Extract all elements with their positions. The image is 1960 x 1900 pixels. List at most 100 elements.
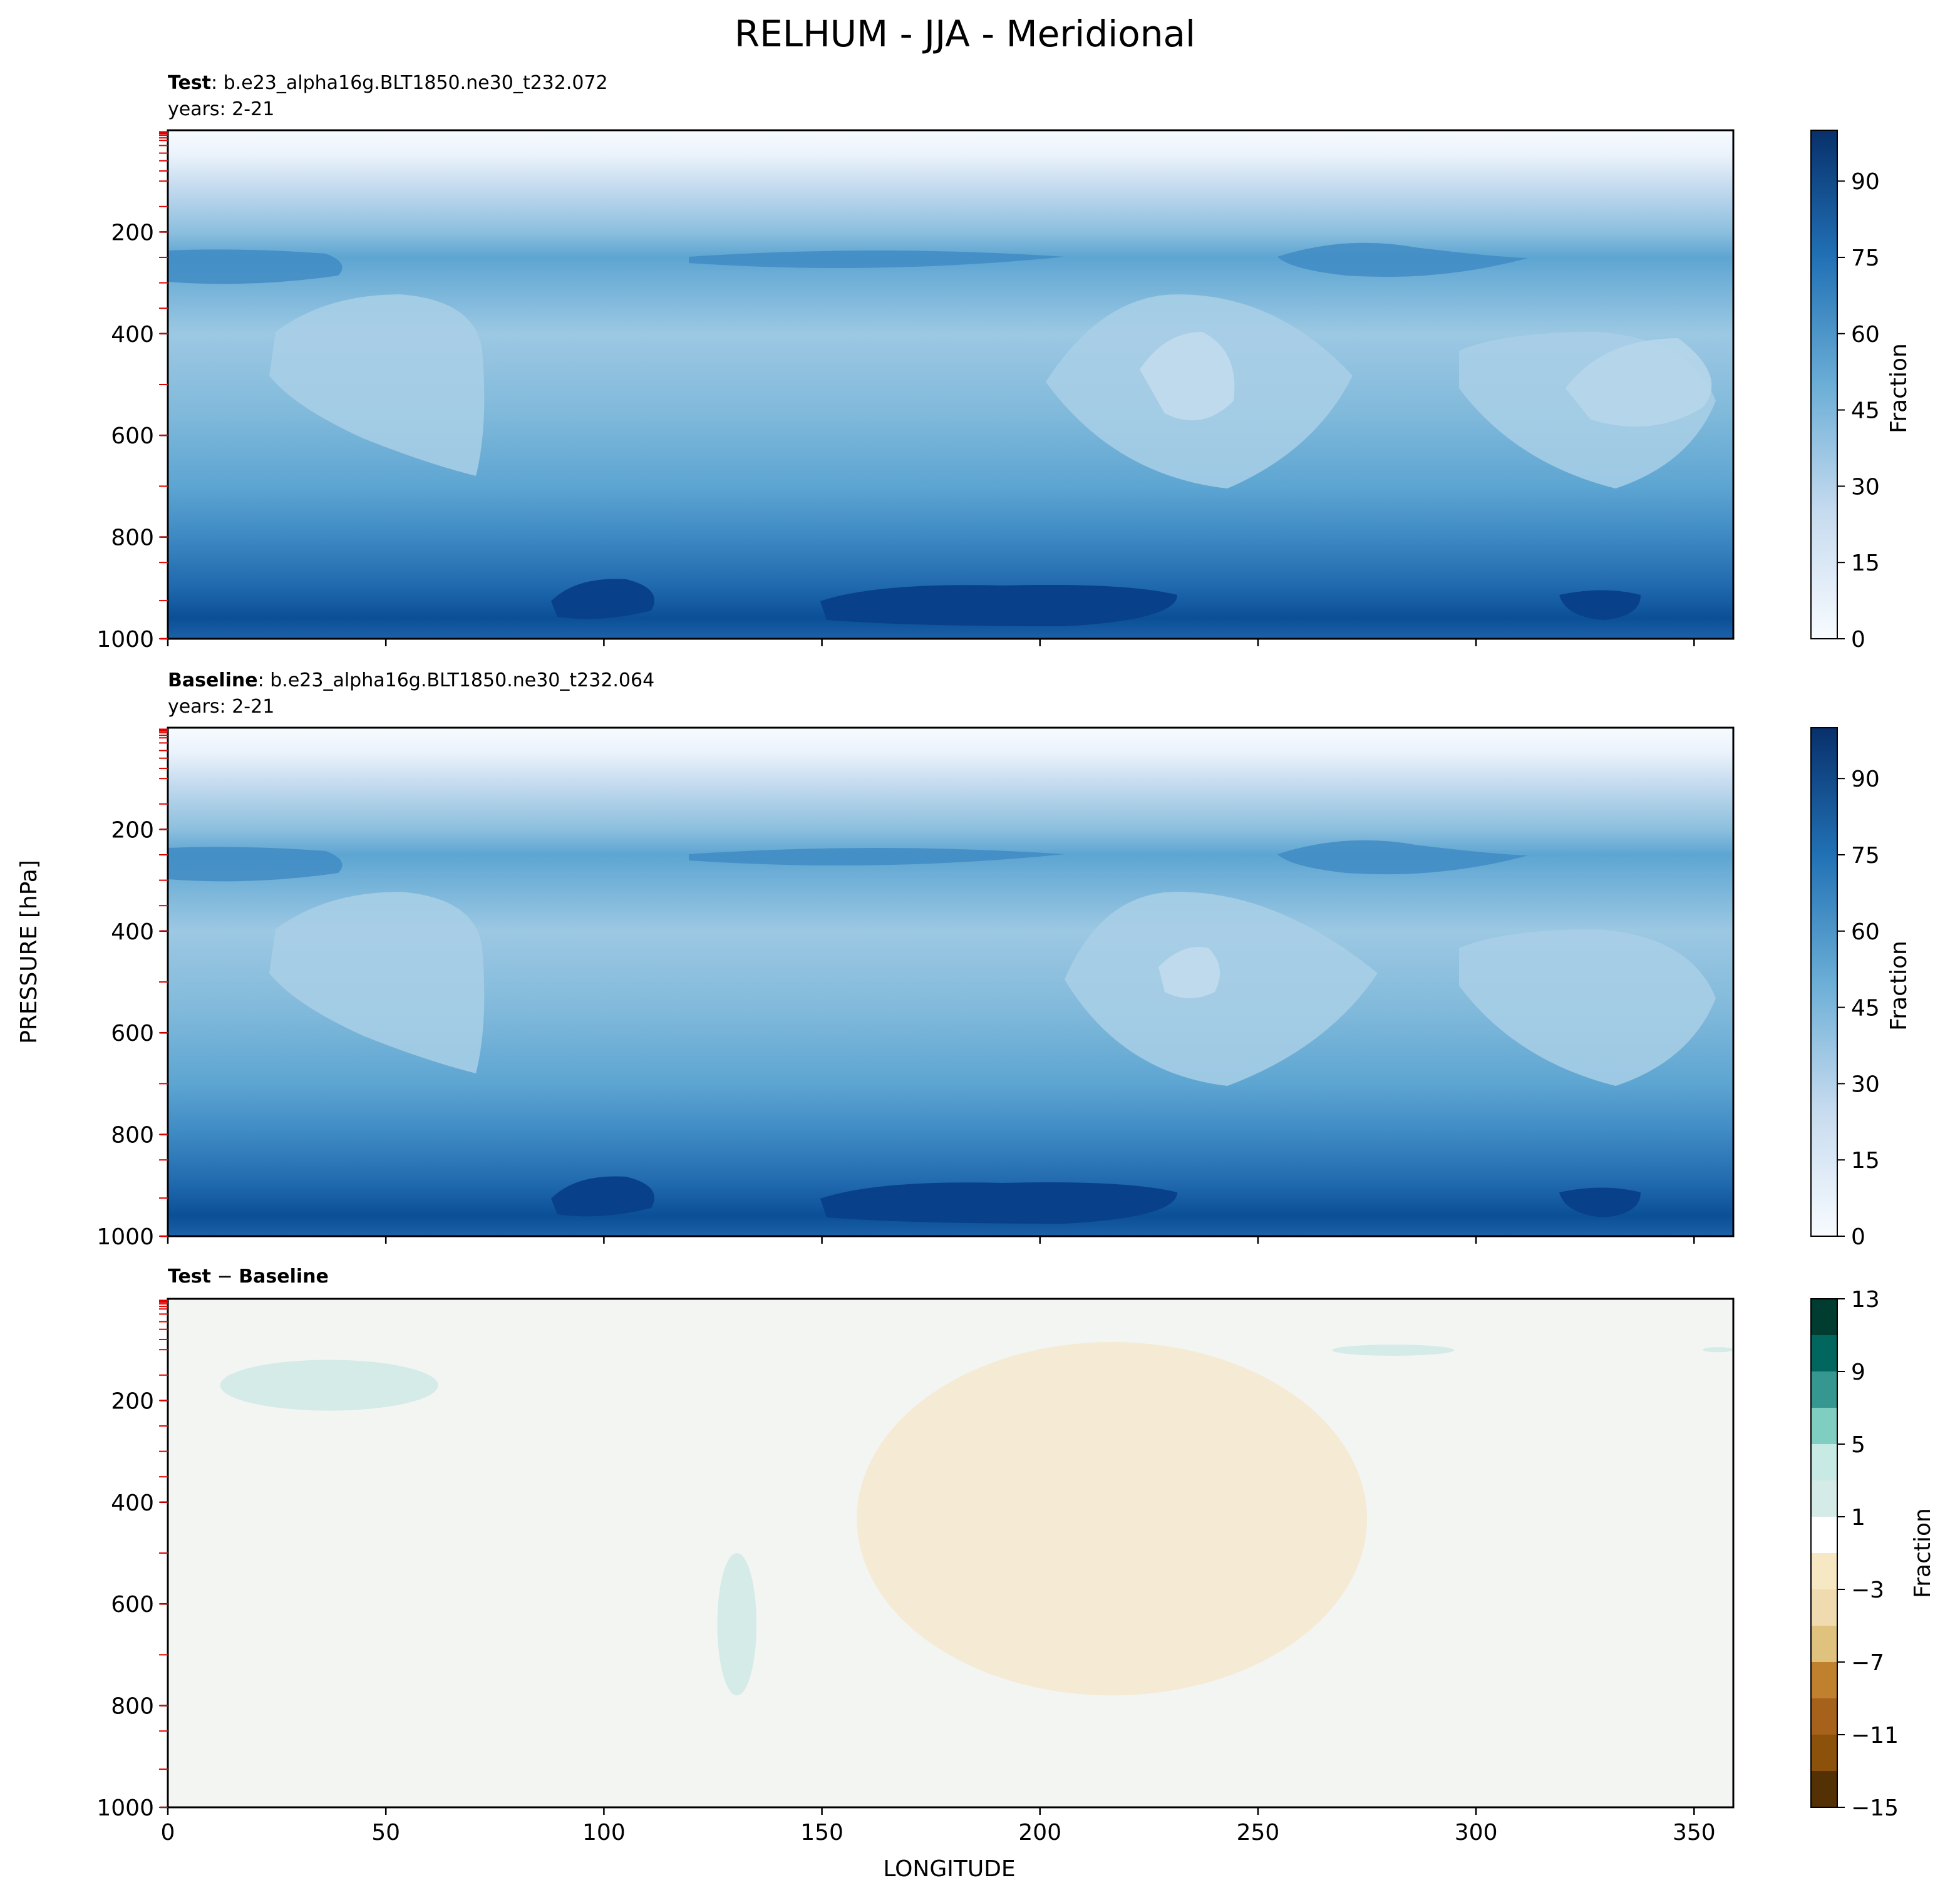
diff-colorbar-tick-label: 1 xyxy=(1851,1505,1865,1531)
diff-colorbar-bin xyxy=(1811,1662,1837,1699)
test-colorbar-tick-label: 60 xyxy=(1851,322,1880,348)
diff-colorbar-bin xyxy=(1811,1335,1837,1372)
diff-colorbar-tick-label: 9 xyxy=(1851,1360,1865,1385)
test-colorbar-ticks: 0 15 30 45 60 75 90 xyxy=(1837,169,1880,653)
diff-colorbar-bin xyxy=(1811,1589,1837,1626)
test-moist-band xyxy=(1277,242,1528,277)
baseline-moist-band xyxy=(1277,840,1528,875)
diff-y-tick-label: 600 xyxy=(111,1592,154,1618)
baseline-y-tick-label: 1000 xyxy=(96,1224,154,1250)
panel-test: Test: b.e23_alpha16g.BLT1850.ne30_t232.0… xyxy=(96,72,1912,653)
diff-region-positive xyxy=(1703,1347,1733,1353)
diff-region-positive xyxy=(717,1553,757,1696)
test-bl-max xyxy=(551,579,654,619)
panel-difference: Test − Baseline 200 400 600 800 1000 0 50 100 1… xyxy=(96,1266,1936,1846)
diff-x-tick-label: 0 xyxy=(161,1820,175,1846)
test-colorbar-tick-label: 0 xyxy=(1851,627,1865,653)
panel-diff-label-baseline: Baseline xyxy=(239,1266,329,1288)
baseline-dry-region xyxy=(1065,892,1378,1086)
test-y-tick-label: 200 xyxy=(111,220,154,245)
baseline-x-axis xyxy=(167,1236,1695,1244)
panel-test-label-bold: Test xyxy=(168,72,211,94)
panel-test-label: Test: b.e23_alpha16g.BLT1850.ne30_t232.0… xyxy=(168,72,608,94)
test-dry-region xyxy=(1565,338,1712,427)
y-axis-label: PRESSURE [hPa] xyxy=(16,860,42,1044)
baseline-dry-region xyxy=(269,892,485,1073)
baseline-colorbar-tick-label: 90 xyxy=(1851,767,1880,792)
baseline-colorbar-tick-label: 0 xyxy=(1851,1224,1865,1250)
diff-colorbar-tick-label: −15 xyxy=(1851,1795,1899,1821)
test-colorbar-tick-label: 90 xyxy=(1851,169,1880,195)
baseline-bl-max xyxy=(820,1182,1177,1224)
test-y-tick-label: 600 xyxy=(111,423,154,449)
diff-colorbar-tick-label: −7 xyxy=(1851,1650,1884,1676)
baseline-y-tick-label: 800 xyxy=(111,1123,154,1149)
diff-colorbar-bin xyxy=(1811,1735,1837,1772)
diff-x-tick-label: 100 xyxy=(582,1820,626,1846)
test-dry-region xyxy=(1140,332,1235,421)
test-y-axis: 200 400 600 800 1000 xyxy=(96,220,168,653)
diff-contour-regions xyxy=(220,1342,1733,1696)
baseline-moist-band xyxy=(168,847,343,882)
diff-x-tick-label: 250 xyxy=(1237,1820,1280,1846)
test-x-axis xyxy=(167,639,1695,646)
panel-test-years: years: 2-21 xyxy=(168,98,274,120)
diff-x-tick-label: 300 xyxy=(1455,1820,1498,1846)
baseline-y-tick-label: 200 xyxy=(111,817,154,843)
baseline-moist-band xyxy=(689,848,1065,865)
baseline-dry-region xyxy=(1158,947,1220,998)
test-bl-max xyxy=(820,585,1177,626)
baseline-colorbar-tick-label: 75 xyxy=(1851,843,1880,869)
diff-x-axis: 0 50 100 150 200 250 300 350 xyxy=(161,1807,1716,1846)
diff-colorbar xyxy=(1810,1298,1838,1808)
diff-colorbar-tick-label: −3 xyxy=(1851,1577,1884,1603)
test-moist-band xyxy=(168,249,343,284)
baseline-colorbar-tick-label: 30 xyxy=(1851,1071,1880,1097)
test-colorbar-label: Fraction xyxy=(1886,343,1912,433)
diff-y-tick-label: 1000 xyxy=(96,1795,154,1821)
diff-colorbar-bin xyxy=(1811,1517,1837,1554)
test-dry-region xyxy=(269,294,485,476)
test-y-tick-label: 400 xyxy=(111,322,154,348)
panel-diff-label-sep: − xyxy=(211,1266,239,1288)
baseline-colorbar xyxy=(1810,727,1838,1237)
diff-x-tick-label: 50 xyxy=(371,1820,400,1846)
diff-colorbar-bin xyxy=(1811,1371,1837,1408)
diff-colorbar-bin xyxy=(1811,1444,1837,1481)
diff-x-tick-label: 200 xyxy=(1018,1820,1061,1846)
diff-colorbar-bin xyxy=(1811,1408,1837,1445)
diff-y-axis: 200 400 600 800 1000 xyxy=(96,1388,168,1821)
diff-y-tick-label: 800 xyxy=(111,1694,154,1720)
panel-baseline: Baseline: b.e23_alpha16g.BLT1850.ne30_t2… xyxy=(96,669,1912,1250)
x-axis-label: LONGITUDE xyxy=(883,1856,1015,1882)
diff-colorbar-ticks: 13 9 5 1 −3 −7 −11 −15 xyxy=(1837,1287,1899,1821)
test-colorbar xyxy=(1810,130,1838,639)
baseline-y-axis: 200 400 600 800 1000 xyxy=(96,817,168,1250)
diff-colorbar-bin xyxy=(1811,1480,1837,1517)
diff-colorbar-tick-label: 5 xyxy=(1851,1432,1865,1458)
baseline-y-tick-label: 600 xyxy=(111,1021,154,1046)
diff-x-tick-label: 350 xyxy=(1673,1820,1716,1846)
panel-diff-label-test: Test xyxy=(168,1266,211,1288)
diff-colorbar-tick-label: −11 xyxy=(1851,1723,1899,1748)
diff-colorbar-bin xyxy=(1811,1698,1837,1735)
test-moist-band xyxy=(689,250,1065,268)
diff-region-positive xyxy=(1332,1345,1455,1356)
baseline-colorbar-ticks: 0 15 30 45 60 75 90 xyxy=(1837,767,1880,1250)
diff-colorbar-bin xyxy=(1811,1771,1837,1808)
baseline-dry-region xyxy=(1459,929,1716,1086)
baseline-contour-field xyxy=(168,728,1733,1236)
diff-y-tick-label: 400 xyxy=(111,1490,154,1516)
diff-colorbar-bin xyxy=(1811,1553,1837,1590)
test-y-tick-label: 1000 xyxy=(96,627,154,653)
panel-baseline-label-bold: Baseline xyxy=(168,669,258,691)
diff-model-level-ticks xyxy=(159,1299,168,1808)
diff-colorbar-bin xyxy=(1811,1626,1837,1663)
diff-colorbar-frame xyxy=(1810,1298,1838,1808)
figure-title: RELHUM - JJA - Meridional xyxy=(735,13,1195,55)
baseline-y-tick-label: 400 xyxy=(111,919,154,945)
test-colorbar-tick-label: 45 xyxy=(1851,398,1880,424)
panel-baseline-label-case: : b.e23_alpha16g.BLT1850.ne30_t232.064 xyxy=(258,669,655,691)
diff-region-positive xyxy=(220,1360,438,1411)
panel-test-label-case: : b.e23_alpha16g.BLT1850.ne30_t232.072 xyxy=(211,72,608,94)
